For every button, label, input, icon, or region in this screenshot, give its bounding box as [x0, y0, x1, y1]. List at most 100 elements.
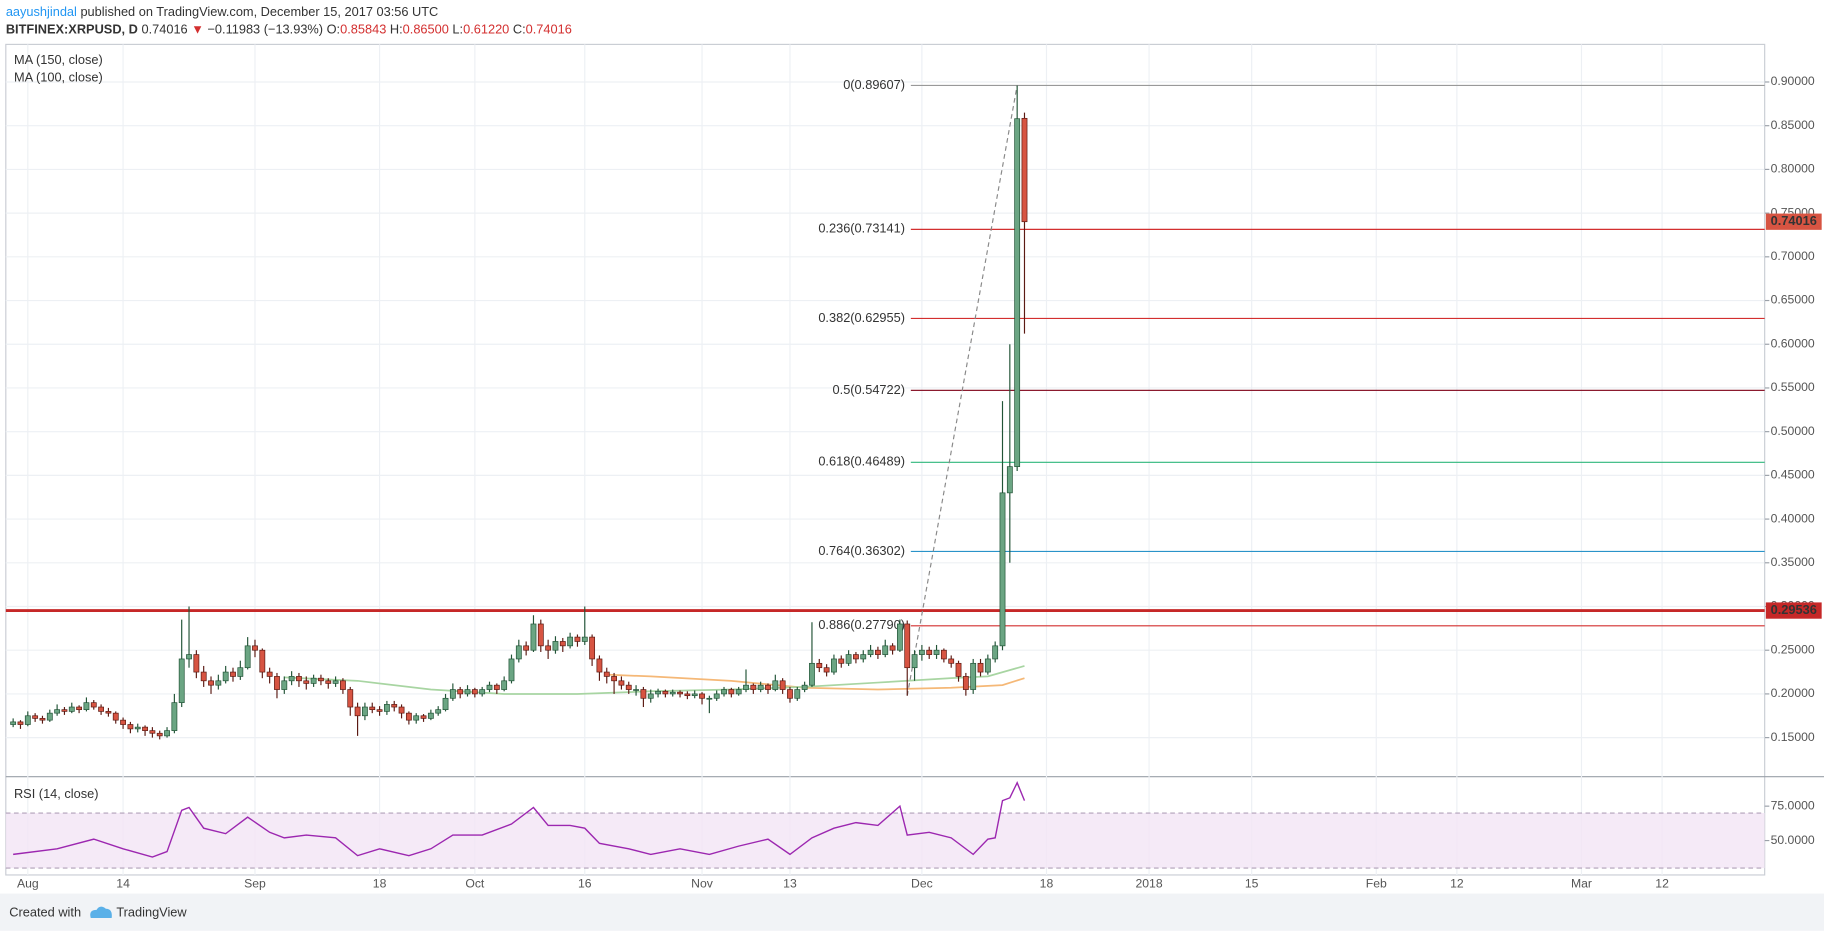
candle [633, 685, 639, 696]
candle [860, 650, 867, 663]
candle [215, 674, 222, 690]
candle-body [779, 680, 786, 690]
published: published on TradingView.com, December 1… [80, 4, 438, 19]
candle-body [376, 709, 383, 712]
candle [970, 658, 977, 694]
candle [471, 687, 478, 698]
candle [992, 641, 999, 663]
candle-body [362, 706, 368, 717]
candle-body [545, 645, 552, 651]
candle [127, 721, 134, 734]
candle-body [178, 658, 185, 704]
candle-body [882, 645, 889, 655]
candle [303, 676, 310, 690]
candle-body [699, 693, 705, 699]
y-tick-label: 0.40000 [1771, 511, 1815, 525]
candle-body [640, 689, 647, 699]
candle-body [823, 667, 830, 673]
ma-line [284, 665, 1025, 695]
candle-body [948, 658, 955, 664]
candle [266, 667, 273, 684]
y-tick-label: 0.65000 [1771, 293, 1815, 307]
candle-body [252, 645, 258, 651]
candle-body [340, 680, 346, 690]
plot-frame [5, 43, 1766, 876]
candle-body [625, 684, 632, 690]
x-tick-label: Dec [911, 876, 933, 890]
candle-body [515, 645, 522, 660]
candle [347, 686, 354, 716]
x-tick-label: Sep [244, 876, 266, 890]
candle [611, 672, 617, 694]
candle [647, 689, 654, 703]
candle [112, 711, 119, 724]
fib-label: 0.5(0.54722) [833, 382, 905, 397]
price-marker [1765, 602, 1822, 619]
candle-body [310, 677, 317, 684]
price-marker [1765, 213, 1822, 230]
brand-logo [90, 906, 112, 919]
y-tick-label: 0.90000 [1771, 74, 1815, 88]
candle [83, 697, 90, 712]
candle-body [442, 697, 449, 711]
candle-body [405, 712, 412, 721]
candle-body [61, 709, 68, 712]
x-tick-label: 15 [1245, 876, 1259, 890]
candle-body [838, 658, 845, 664]
candle-body [369, 706, 376, 711]
brand[interactable]: TradingView [116, 905, 187, 920]
candle [1021, 112, 1028, 334]
candle [684, 691, 691, 700]
candle [662, 689, 669, 698]
candle [772, 674, 779, 692]
x-tick-label: Mar [1571, 876, 1592, 890]
price-marker-label: 0.29536 [1771, 602, 1817, 617]
candle-body [208, 680, 214, 686]
candle-body [222, 671, 229, 682]
c-label: C: [513, 22, 526, 37]
candle [222, 665, 229, 684]
candle [405, 711, 412, 725]
candle-body [713, 693, 720, 699]
y-tick-label: 0.45000 [1771, 468, 1815, 482]
candle [677, 690, 683, 698]
candle [933, 644, 940, 659]
candle-body [46, 712, 53, 721]
candle-body [926, 649, 933, 655]
candle [574, 634, 581, 647]
candle-body [149, 730, 156, 734]
arrow: ▼ [191, 22, 204, 37]
candle [948, 655, 955, 668]
candle [530, 615, 537, 652]
rsi-label: RSI (14, close) [14, 786, 99, 801]
candle-body [354, 706, 361, 717]
candle-body [831, 658, 837, 673]
rsi-y-tick-label: 75.0000 [1771, 798, 1815, 812]
candle-body [794, 689, 801, 699]
candle [230, 667, 236, 682]
candle-body [809, 662, 815, 686]
candle [699, 692, 705, 705]
footer-bar [0, 893, 1824, 931]
candle-body [508, 658, 515, 682]
candle [376, 706, 383, 716]
y-tick-label: 0.60000 [1771, 336, 1815, 350]
candle [435, 706, 442, 716]
candle [567, 632, 574, 649]
candle-body [721, 689, 727, 695]
candle-body [325, 680, 332, 684]
header-line-1: aayushjindal published on TradingView.co… [6, 4, 438, 19]
h: 0.86500 [403, 22, 449, 37]
candle [442, 693, 449, 712]
legend-entry: MA (150, close) [14, 52, 103, 67]
candle [164, 727, 170, 738]
candle-body [215, 680, 222, 686]
candle [32, 713, 39, 722]
x-tick-label: 13 [783, 876, 797, 890]
candle-body [244, 645, 251, 669]
candle [24, 711, 31, 727]
candle [10, 718, 17, 728]
candle-body [105, 711, 112, 714]
candle-body [427, 712, 434, 719]
